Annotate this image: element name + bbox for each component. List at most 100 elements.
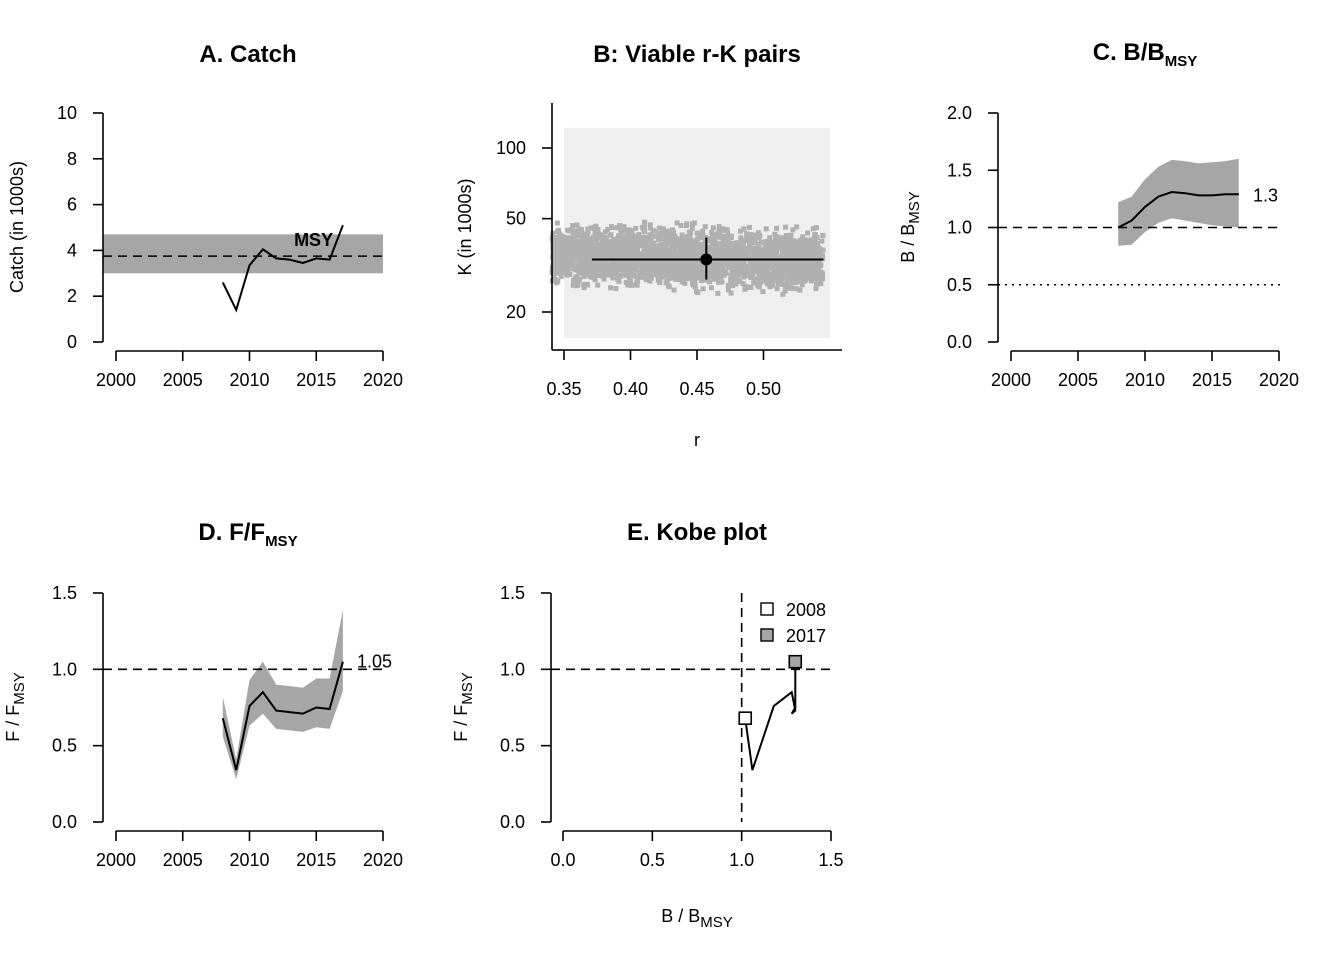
rk-point xyxy=(746,224,752,230)
rk-point xyxy=(788,269,794,275)
rk-point xyxy=(697,270,703,276)
rk-point xyxy=(780,291,786,297)
rk-point xyxy=(795,273,801,279)
rk-point xyxy=(681,276,687,282)
rk-point xyxy=(623,234,629,240)
rk-point xyxy=(688,270,694,276)
rk-point xyxy=(707,279,713,285)
rk-point xyxy=(621,224,627,230)
panel-c-y-tick-label: 1.5 xyxy=(947,160,972,180)
panel-d-title-main: D. F/F xyxy=(198,519,265,546)
legend-swatch xyxy=(760,602,774,616)
rk-point xyxy=(717,262,723,268)
rk-point xyxy=(808,278,814,284)
panel-d-x-tick-label: 2015 xyxy=(296,850,336,870)
rk-point xyxy=(730,254,736,260)
rk-point xyxy=(767,235,773,241)
rk-point xyxy=(797,287,803,293)
rk-point xyxy=(647,222,653,228)
rk-point xyxy=(751,245,757,251)
rk-point xyxy=(739,254,745,260)
rk-point xyxy=(700,228,706,234)
rk-point xyxy=(781,268,787,274)
rk-point xyxy=(612,254,618,260)
rk-point xyxy=(594,246,600,252)
rk-point xyxy=(714,261,720,267)
panel-c-x-tick-label: 2015 xyxy=(1192,370,1232,390)
rk-point xyxy=(697,273,703,279)
rk-point xyxy=(737,278,743,284)
rk-point xyxy=(655,252,661,258)
kobe-end-marker xyxy=(788,654,803,669)
rk-point xyxy=(598,264,604,270)
rk-point xyxy=(643,260,649,266)
rk-point xyxy=(634,268,640,274)
rk-point xyxy=(606,263,612,269)
rk-point xyxy=(667,269,673,275)
rk-point xyxy=(636,232,642,238)
rk-point xyxy=(662,271,668,277)
rk-point xyxy=(657,231,663,237)
rk-point xyxy=(592,277,598,283)
rk-point xyxy=(791,259,797,265)
rk-point xyxy=(716,227,722,233)
rk-point xyxy=(609,225,615,231)
rk-point xyxy=(574,252,580,258)
rk-point xyxy=(768,249,774,255)
rk-point xyxy=(724,227,730,233)
rk-point xyxy=(687,260,693,266)
rk-point xyxy=(581,282,587,288)
rk-point xyxy=(647,225,653,231)
msy-label: MSY xyxy=(294,230,333,250)
rk-point xyxy=(784,245,790,251)
rk-point xyxy=(697,231,703,237)
rk-point xyxy=(799,277,805,283)
rk-point xyxy=(616,278,622,284)
rk-point xyxy=(739,238,745,244)
rk-point xyxy=(755,283,761,289)
rk-point xyxy=(804,238,810,244)
rk-point xyxy=(723,241,729,247)
rk-point xyxy=(803,262,809,268)
rk-point xyxy=(627,232,633,238)
f-end-label: 1.05 xyxy=(357,652,392,672)
rk-point xyxy=(619,245,625,251)
rk-point xyxy=(755,248,761,254)
rk-point xyxy=(590,264,596,270)
rk-point xyxy=(776,278,782,284)
rk-point xyxy=(576,245,582,251)
rk-point xyxy=(576,226,582,232)
rk-point xyxy=(799,282,805,288)
rk-point xyxy=(784,251,790,257)
f-line xyxy=(221,661,344,771)
rk-point xyxy=(802,237,808,243)
rk-point xyxy=(553,257,559,263)
rk-point xyxy=(555,227,561,233)
rk-point xyxy=(755,259,761,265)
rk-point xyxy=(656,225,662,231)
rk-point xyxy=(765,264,771,270)
rk-point xyxy=(718,273,724,279)
rk-point xyxy=(811,241,817,247)
rk-point xyxy=(755,230,761,236)
rk-point xyxy=(748,232,754,238)
rk-point xyxy=(570,261,576,267)
rk-point xyxy=(739,271,745,277)
rk-point xyxy=(762,242,768,248)
rk-point xyxy=(698,263,704,269)
rk-point xyxy=(739,248,745,254)
rk-point xyxy=(570,282,576,288)
rk-point xyxy=(682,234,688,240)
rk-point xyxy=(793,265,799,271)
rk-point xyxy=(790,278,796,284)
rk-point xyxy=(748,271,754,277)
rk-point xyxy=(727,262,733,268)
panel-c-title-main: C. B/B xyxy=(1093,39,1165,66)
rk-point xyxy=(730,283,736,289)
rk-point xyxy=(818,262,824,268)
rk-point xyxy=(767,254,773,260)
rk-point xyxy=(765,273,771,279)
rk-point xyxy=(689,221,695,227)
panel-c-ylabel: B / BMSY xyxy=(898,191,923,263)
